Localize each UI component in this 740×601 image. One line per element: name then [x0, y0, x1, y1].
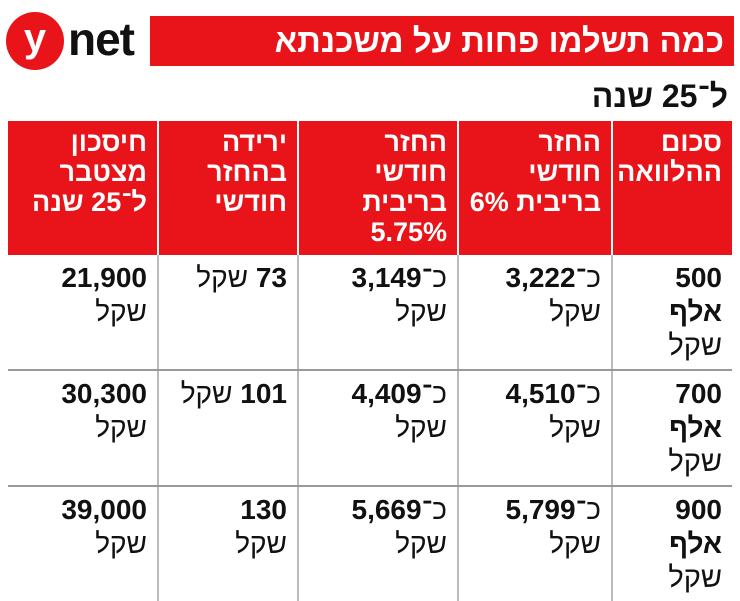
- repay-value: 5,799: [505, 494, 576, 525]
- currency-label: שקל: [395, 412, 447, 443]
- cell-savings: 39,000 שקל: [8, 486, 158, 601]
- approx-prefix: כ־: [421, 378, 447, 409]
- currency-label: שקל: [95, 528, 147, 559]
- approx-prefix: כ־: [575, 378, 601, 409]
- currency-label: שקל: [395, 528, 447, 559]
- repay-value: 5,669: [351, 494, 422, 525]
- col-header-drop: ירידה בהחזר חודשי: [157, 121, 298, 255]
- currency-label: שקל: [549, 296, 601, 327]
- currency-label: שקל: [668, 446, 722, 478]
- cell-loan-amount: 700 אלף שקל: [611, 370, 732, 487]
- cell-drop: 101 שקל: [157, 370, 298, 487]
- drop-value: 73: [255, 262, 287, 293]
- currency-label: שקל: [95, 296, 147, 327]
- table-row: 700 אלף שקל כ־4,510 שקל כ־4,409 שקל 101 שקל 30,…: [8, 370, 732, 487]
- currency-label: שקל: [668, 330, 722, 362]
- chart-subtitle: ל־25 שנה: [591, 78, 728, 114]
- ynet-logo: y net: [6, 12, 146, 72]
- repay-value: 4,409: [351, 378, 422, 409]
- currency-label: שקל: [235, 528, 287, 559]
- repay-value: 4,510: [505, 378, 576, 409]
- col-header-repay-6: החזר חודשי בריבית 6%: [457, 121, 612, 255]
- chart-title: כמה תשלמו פחות על משכנתא: [150, 16, 734, 66]
- approx-prefix: כ־: [421, 494, 447, 525]
- approx-prefix: כ־: [575, 494, 601, 525]
- cell-loan-amount: 500 אלף שקל: [611, 255, 732, 371]
- loan-value: 500 אלף: [669, 262, 722, 327]
- loan-value: 700 אלף: [669, 378, 722, 443]
- cell-drop: 73 שקל: [157, 255, 298, 371]
- table-header-row: סכום ההלוואה החזר חודשי בריבית 6% החזר ח…: [8, 121, 732, 255]
- logo-letter: y: [6, 12, 64, 70]
- col-header-savings: חיסכון מצטבר ל־25 שנה: [8, 121, 158, 255]
- currency-label: שקל: [668, 562, 722, 594]
- mortgage-table: סכום ההלוואה החזר חודשי בריבית 6% החזר ח…: [8, 121, 732, 601]
- currency-label: שקל: [180, 378, 233, 409]
- currency-label: שקל: [549, 412, 601, 443]
- table-row: 500 אלף שקל כ־3,222 שקל כ־3,149 שקל 73 שקל 21,9…: [8, 255, 732, 371]
- currency-label: שקל: [395, 296, 447, 327]
- cell-loan-amount: 900 אלף שקל: [611, 486, 732, 601]
- col-header-loan: סכום ההלוואה: [611, 121, 732, 255]
- drop-value: 101: [240, 378, 287, 409]
- cell-repay-6: כ־3,222 שקל: [457, 255, 612, 371]
- approx-prefix: כ־: [421, 262, 447, 293]
- col-header-repay-575: החזר חודשי בריבית 5.75%: [297, 121, 458, 255]
- currency-label: שקל: [196, 262, 249, 293]
- savings-value: 21,900: [61, 262, 147, 293]
- cell-savings: 30,300 שקל: [8, 370, 158, 487]
- currency-label: שקל: [95, 412, 147, 443]
- cell-repay-575: כ־4,409 שקל: [297, 370, 458, 487]
- repay-value: 3,222: [505, 262, 576, 293]
- cell-savings: 21,900 שקל: [8, 255, 158, 371]
- repay-value: 3,149: [351, 262, 422, 293]
- currency-label: שקל: [549, 528, 601, 559]
- savings-value: 30,300: [61, 378, 147, 409]
- cell-repay-575: כ־5,669 שקל: [297, 486, 458, 601]
- table-row: 900 אלף שקל כ־5,799 שקל כ־5,669 שקל 130 שקל 39,…: [8, 486, 732, 601]
- loan-value: 900 אלף: [669, 494, 722, 559]
- cell-repay-6: כ־4,510 שקל: [457, 370, 612, 487]
- cell-repay-575: כ־3,149 שקל: [297, 255, 458, 371]
- drop-value: 130: [240, 494, 287, 525]
- savings-value: 39,000: [61, 494, 147, 525]
- cell-repay-6: כ־5,799 שקל: [457, 486, 612, 601]
- approx-prefix: כ־: [575, 262, 601, 293]
- logo-word: net: [68, 13, 135, 65]
- cell-drop: 130 שקל: [157, 486, 298, 601]
- table-body: 500 אלף שקל כ־3,222 שקל כ־3,149 שקל 73 שקל 21,9…: [8, 255, 732, 601]
